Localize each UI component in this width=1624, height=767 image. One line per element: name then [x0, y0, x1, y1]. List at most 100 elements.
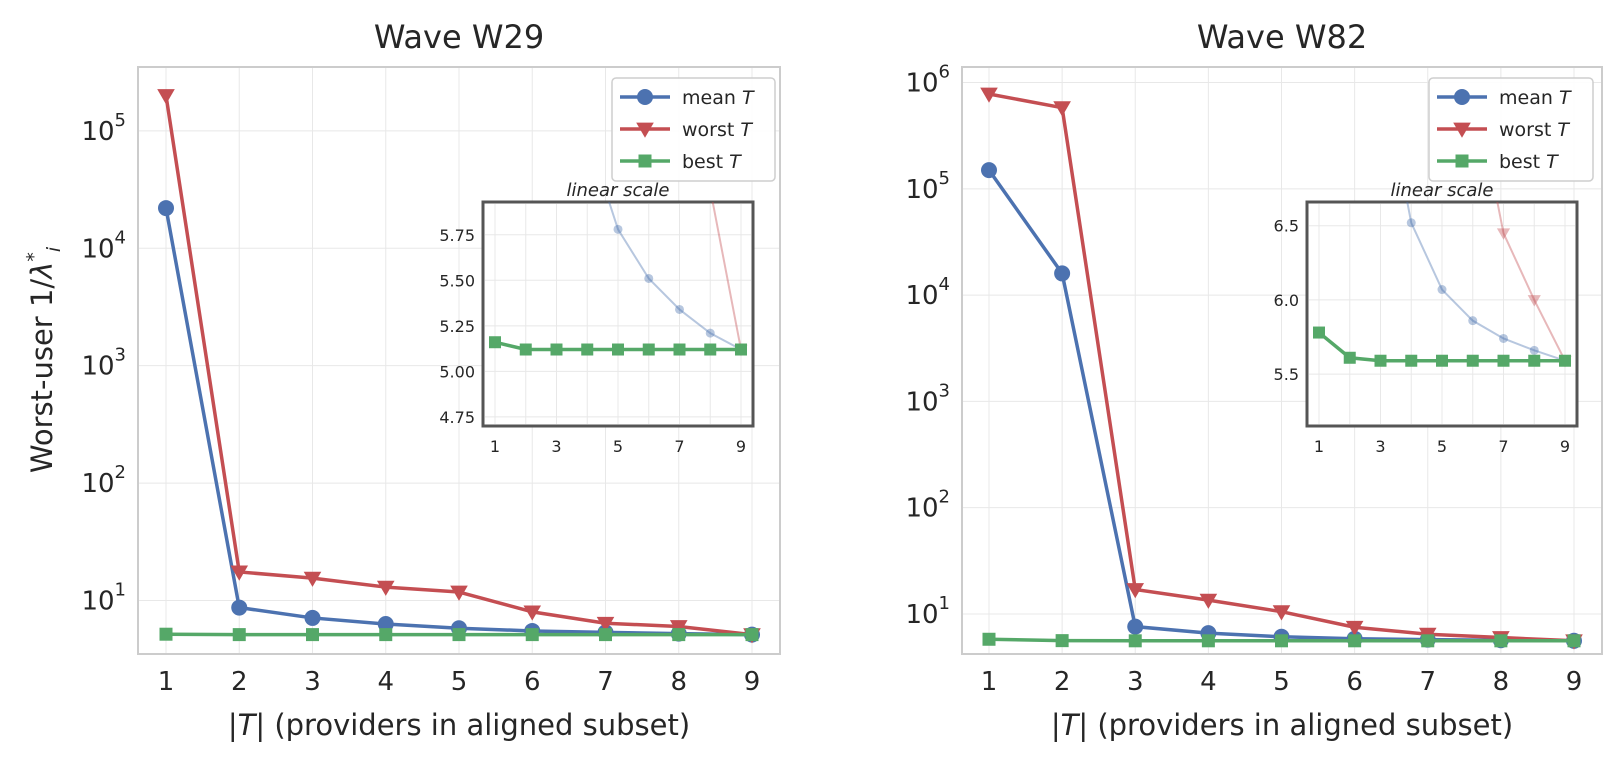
y-tick-label: 104: [905, 274, 950, 311]
legend-text-italic: T: [1546, 151, 1559, 173]
inset-best-point: [704, 343, 717, 356]
tick-base: 10: [905, 387, 938, 417]
inset-gridlines: [1309, 204, 1575, 424]
series-best-point: [599, 628, 612, 642]
x-tick-label: 6: [524, 667, 541, 697]
inset-mean-point: [1529, 345, 1539, 355]
inset-y-tick-label: 5.00: [439, 362, 475, 381]
tick-base: 10: [905, 69, 938, 99]
series-worst-point: [450, 585, 468, 601]
inset-x-tick-label: 1: [1314, 437, 1324, 456]
inset-y-tick-label: 5.25: [439, 317, 475, 336]
inset-mean-point: [1437, 285, 1447, 295]
legend-best-marker: [1455, 154, 1469, 168]
y-tick-label: 102: [905, 487, 950, 524]
legend-box: [1428, 77, 1594, 182]
tick-base: 10: [81, 234, 114, 264]
series-best-point: [745, 628, 759, 642]
series-worst-point: [376, 580, 395, 596]
series-best-point: [1128, 634, 1142, 648]
series-worst-point: [980, 87, 998, 103]
inset-x-tick-label: 3: [551, 437, 561, 456]
inset-mean-point: [1376, 58, 1385, 67]
series-worst-point: [303, 571, 322, 587]
inset-best-point: [612, 343, 624, 356]
series-best-point: [672, 628, 686, 642]
x-axis-label: |T| (providers in aligned subset): [228, 708, 690, 742]
y-tick-label: 104: [81, 227, 126, 264]
inset-series-layer: [1313, 0, 1572, 368]
legend-worst-label: worst T: [682, 119, 753, 141]
series-worst-point: [1126, 583, 1145, 599]
legend-text-italic: T: [1559, 87, 1572, 109]
legend-text: worst: [682, 119, 740, 141]
tick-exponent: 2: [115, 462, 126, 483]
legend-text: mean: [682, 87, 742, 109]
inset-mean-point: [613, 224, 623, 234]
x-tick-label: 2: [1054, 667, 1071, 697]
inset-y-tick-label: 5.50: [439, 271, 475, 290]
inset-chart: 5.5 6.0 6.5 1 3 5 7 9 linear scale: [1274, 0, 1579, 456]
tick-exponent: 5: [115, 110, 126, 131]
legend-worst-label: worst T: [1499, 119, 1570, 141]
inset-chart: 4.75 5.00 5.25 5.50 5.75 1 3 5 7 9 linear scale: [439, 180, 755, 456]
series-best-point: [306, 628, 319, 642]
x-tick-label: 6: [1346, 667, 1363, 697]
series-worst-point: [157, 89, 175, 105]
series-mean-point: [1127, 618, 1144, 635]
legend-best-label: best T: [682, 151, 742, 173]
series-worst-point: [1053, 101, 1071, 117]
inset-best-point: [673, 343, 686, 356]
inset-x-tick-label: 5: [1437, 437, 1447, 456]
y-tick-label: 102: [81, 462, 126, 499]
legend-best-label: best T: [1499, 151, 1559, 173]
inset-best-point: [581, 343, 594, 356]
series-layer: [980, 87, 1583, 650]
inset-worst-point: [1496, 228, 1511, 240]
inset-title: linear scale: [1390, 180, 1493, 201]
inset-y-tick-label: 6.5: [1274, 217, 1299, 236]
x-tick-label: 3: [304, 667, 321, 697]
y-tick-label: 103: [905, 380, 950, 417]
x-tick-label: 4: [377, 667, 394, 697]
series-mean-point: [377, 616, 394, 633]
inset-best-point: [1343, 351, 1356, 364]
series-worst-point: [596, 616, 615, 633]
x-tick-label: 5: [1273, 667, 1290, 697]
y-tick-label: 105: [81, 110, 126, 147]
y-tick-label: 105: [905, 168, 950, 205]
series-mean-point: [304, 609, 321, 626]
series-best-point: [1275, 634, 1288, 648]
tick-exponent: 5: [939, 168, 950, 189]
series-best-point: [982, 632, 996, 646]
chart-title: Wave W29: [374, 18, 544, 56]
tick-exponent: 1: [115, 579, 126, 600]
tick-base: 10: [905, 175, 938, 205]
inset-best-point: [735, 343, 747, 356]
x-tick-label: 9: [1566, 667, 1583, 697]
y-tick-label: 106: [905, 62, 950, 99]
x-tick-label: 2: [231, 667, 248, 697]
series-mean-point: [231, 599, 248, 616]
x-tick-label: 7: [1419, 667, 1436, 697]
x-tick-labels: 1 2 3 4 5 6 7 8 9: [981, 667, 1583, 697]
x-tick-label: 1: [981, 667, 998, 697]
legend-mean-marker: [637, 89, 653, 105]
legend-worst-marker: [636, 122, 654, 138]
inset-mean-point: [644, 273, 654, 283]
tick-base: 10: [905, 600, 938, 630]
inset-best-point: [1528, 354, 1541, 367]
inset-title: linear scale: [566, 180, 669, 201]
y-tick-label: 101: [905, 593, 950, 630]
series-best-point: [1201, 634, 1215, 648]
tick-exponent: 6: [939, 62, 950, 83]
inset-mean-point: [705, 328, 715, 338]
legend-text: best: [682, 151, 729, 173]
x-tick-label: 5: [451, 667, 468, 697]
inset-mean-point: [1406, 218, 1416, 228]
series-best-point: [1421, 634, 1435, 648]
inset-gridlines: [485, 204, 751, 424]
series-best-point: [379, 628, 393, 642]
